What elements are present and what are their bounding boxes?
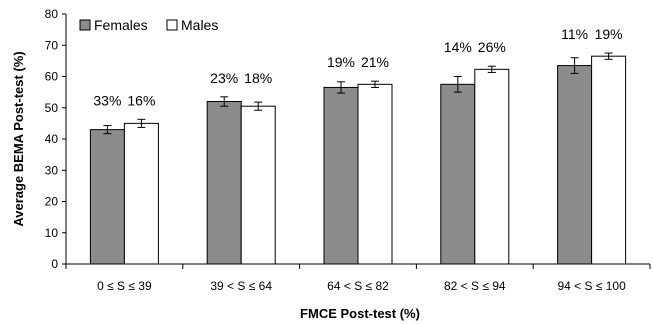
bar-males-1 [240, 105, 276, 265]
legend-label-males: Males [181, 17, 218, 33]
y-tick-label: 50 [45, 101, 59, 115]
data-label-females-3: 14% [444, 39, 472, 55]
y-tick-label: 60 [45, 70, 59, 84]
data-label-males-3: 26% [478, 39, 506, 55]
data-label-females-2: 19% [327, 54, 355, 70]
x-tick-label: 82 < S ≤ 94 [444, 279, 506, 293]
bar-females-1 [206, 101, 242, 265]
y-tick-label: 0 [51, 257, 58, 271]
data-label-females-0: 33% [93, 92, 121, 108]
y-tick-label: 20 [45, 195, 59, 209]
data-label-males-4: 19% [595, 26, 623, 42]
bar-females-4 [557, 65, 593, 265]
legend-swatch-females [79, 19, 91, 31]
y-axis-title: Average BEMA Post-test (%) [11, 51, 26, 226]
data-label-females-4: 11% [561, 26, 588, 42]
bar-males-0 [123, 122, 159, 265]
bar-males-2 [357, 83, 393, 265]
x-tick-label: 39 < S ≤ 64 [210, 279, 272, 293]
y-tick-label: 30 [45, 163, 59, 177]
y-tick-label: 40 [45, 132, 59, 146]
bar-females-2 [323, 86, 359, 265]
bar-females-3 [440, 83, 476, 265]
bar-females-0 [89, 129, 125, 265]
legend-label-females: Females [94, 17, 148, 33]
x-tick-label: 0 ≤ S ≤ 39 [97, 279, 152, 293]
data-label-males-0: 16% [127, 92, 155, 108]
y-tick-label: 80 [45, 7, 59, 21]
data-label-males-1: 18% [244, 70, 272, 86]
x-axis-title: FMCE Post-test (%) [300, 306, 420, 321]
y-tick-label: 70 [45, 38, 59, 52]
data-label-females-1: 23% [210, 70, 238, 86]
bar-males-4 [591, 55, 627, 265]
legend-swatch-males [166, 19, 178, 31]
data-label-males-2: 21% [361, 54, 389, 70]
x-tick-label: 94 < S ≤ 100 [557, 279, 626, 293]
bar-males-3 [474, 68, 510, 265]
y-tick-label: 10 [45, 226, 59, 240]
x-tick-label: 64 < S ≤ 82 [327, 279, 389, 293]
